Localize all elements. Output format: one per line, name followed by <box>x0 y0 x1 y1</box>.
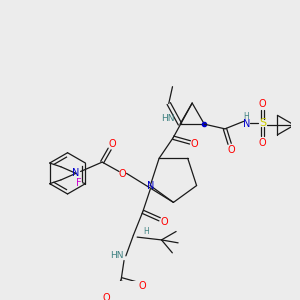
Text: N: N <box>147 181 154 190</box>
Text: O: O <box>259 138 266 148</box>
Text: N: N <box>243 119 250 129</box>
Text: O: O <box>160 217 168 227</box>
Text: O: O <box>109 139 116 149</box>
Text: H: H <box>244 112 249 121</box>
Text: N: N <box>72 168 80 178</box>
Text: HN: HN <box>110 251 123 260</box>
Text: HN: HN <box>161 114 174 123</box>
Text: O: O <box>119 169 127 179</box>
Text: O: O <box>191 139 199 149</box>
Text: S: S <box>259 118 266 128</box>
Text: O: O <box>139 281 147 291</box>
Text: O: O <box>102 293 110 300</box>
Text: F: F <box>76 178 82 188</box>
Text: H: H <box>144 227 149 236</box>
Text: O: O <box>228 146 235 155</box>
Text: O: O <box>259 98 266 109</box>
